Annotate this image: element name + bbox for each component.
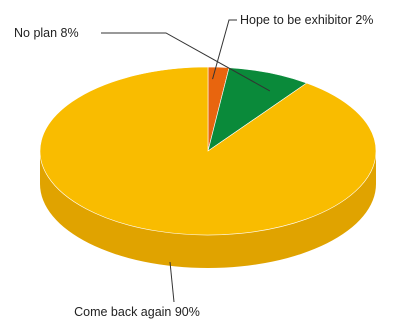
pie-labels: Hope to be exhibitor 2% No plan 8% Come ba… bbox=[14, 13, 373, 319]
label-hope-to-be-exhibitor: Hope to be exhibitor 2% bbox=[240, 13, 373, 27]
label-come-back-again: Come back again 90% bbox=[74, 305, 200, 319]
pie-sides bbox=[40, 151, 376, 268]
slice-side-come-back-again bbox=[40, 151, 376, 268]
slice-come-back-again bbox=[39, 66, 377, 236]
pie-top bbox=[39, 66, 377, 236]
leader-line-hope-to-be-exhibitor bbox=[212, 19, 237, 80]
label-no-plan: No plan 8% bbox=[14, 26, 79, 40]
pie-leaders bbox=[101, 19, 271, 303]
leader-line-come-back-again bbox=[169, 261, 175, 303]
leader-line-no-plan bbox=[101, 32, 271, 92]
